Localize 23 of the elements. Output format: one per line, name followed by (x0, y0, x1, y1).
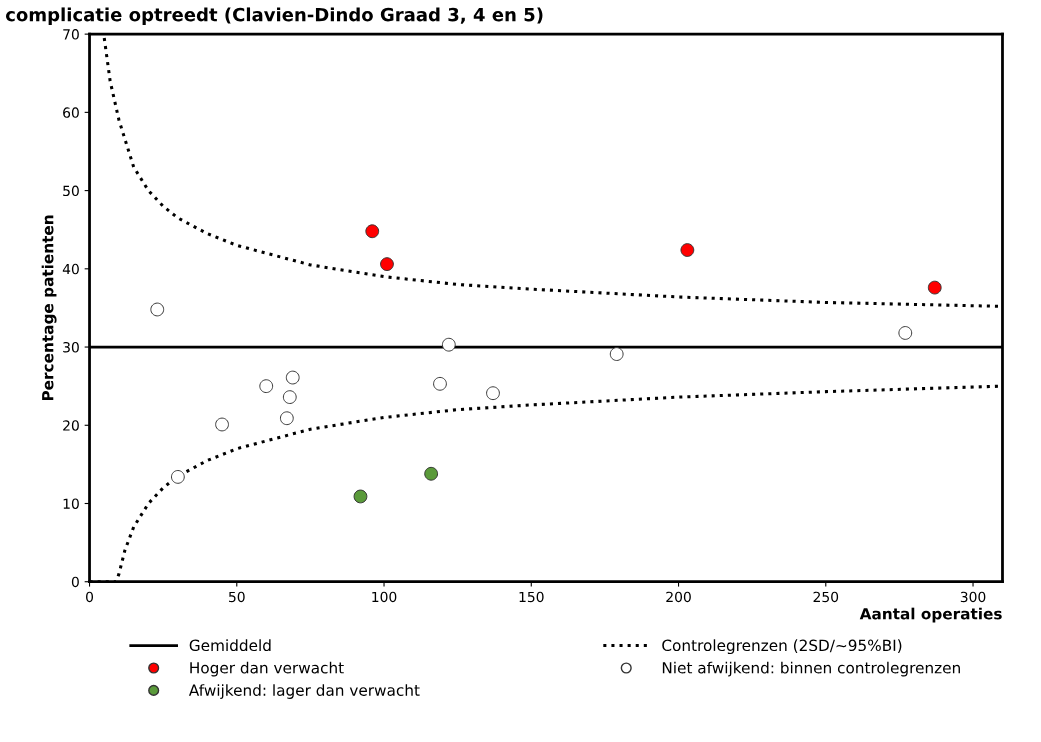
legend-label: Gemiddeld (189, 639, 271, 652)
y-tick-label: 60 (63, 107, 79, 118)
x-tick-label: 0 (86, 591, 94, 603)
y-tick-label: 10 (63, 498, 79, 509)
chart-title: complicatie optreedt (Clavien-Dindo Graad 3, 4 en 5) (5, 7, 543, 25)
y-tick-label: 50 (63, 185, 79, 197)
y-tick-label: 40 (62, 263, 79, 275)
x-tick-label: 250 (813, 591, 839, 603)
x-tick-label: 200 (666, 591, 691, 603)
y-tick-label: 20 (63, 420, 79, 431)
y-tick-label: 70 (63, 29, 79, 40)
x-tick-label: 50 (229, 591, 245, 603)
x-tick-label: 150 (519, 591, 544, 603)
y-tick-label: 0 (71, 576, 79, 588)
x-tick-label: 100 (372, 591, 397, 603)
y-axis-title: Percentage patienten (41, 215, 57, 401)
x-axis-title: Aantal operaties (859, 607, 1002, 623)
legend-label: Controlegrenzen (2SD/~95%BI) (662, 639, 902, 655)
legend-label: Hoger dan verwacht (190, 661, 344, 677)
legend-label: Niet afwijkend: binnen controlegrenzen (662, 661, 960, 677)
y-tick-label: 30 (63, 342, 79, 353)
x-tick-label: 300 (960, 591, 986, 603)
legend-label: Afwijkend: lager dan verwacht (188, 684, 420, 699)
